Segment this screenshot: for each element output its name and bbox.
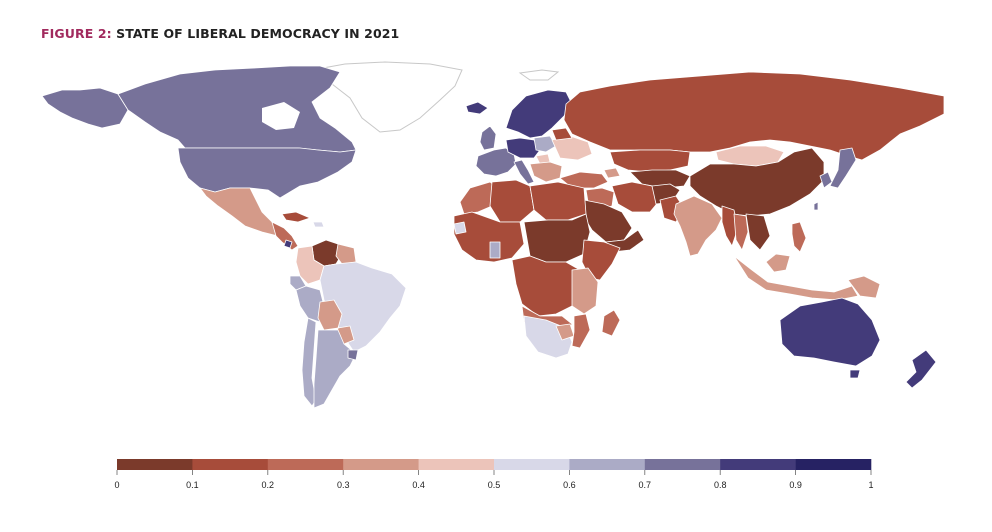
senegal bbox=[453, 221, 467, 235]
papua-new-guinea bbox=[847, 275, 881, 299]
legend-tick-label-9: 0.9 bbox=[789, 480, 802, 490]
caucasus bbox=[603, 167, 621, 179]
indochina bbox=[745, 213, 771, 251]
costa-rica bbox=[283, 239, 293, 249]
ghana bbox=[489, 241, 501, 259]
australia bbox=[779, 297, 881, 367]
legend-swatch-7 bbox=[644, 459, 721, 470]
legend-swatch-2 bbox=[267, 459, 344, 470]
poland bbox=[533, 135, 557, 153]
algeria bbox=[489, 179, 535, 223]
legend-swatch-4 bbox=[418, 459, 495, 470]
legend-tick-label-6: 0.6 bbox=[563, 480, 576, 490]
kazakhstan bbox=[609, 149, 691, 173]
legend-swatch-9 bbox=[795, 459, 872, 470]
ethiopia-horn bbox=[581, 239, 621, 281]
legend-tick-label-3: 0.3 bbox=[337, 480, 350, 490]
figure-label: FIGURE 2: bbox=[41, 26, 112, 41]
greenland bbox=[310, 61, 463, 133]
taiwan bbox=[813, 201, 819, 211]
legend-swatch-3 bbox=[343, 459, 419, 470]
western-europe bbox=[475, 147, 517, 177]
uk bbox=[479, 125, 497, 151]
hudson-bay bbox=[262, 102, 300, 130]
japan bbox=[829, 147, 857, 189]
sudan-chad bbox=[523, 213, 591, 263]
legend-tick-label-0: 0 bbox=[114, 480, 119, 490]
russia bbox=[563, 71, 945, 161]
legend-tick-label-8: 0.8 bbox=[714, 480, 727, 490]
legend-tick-label-10: 1 bbox=[868, 480, 873, 490]
malaysia bbox=[765, 253, 791, 273]
mexico bbox=[199, 187, 285, 237]
balkans bbox=[529, 161, 563, 183]
figure-title-text: STATE OF LIBERAL DEMOCRACY IN 2021 bbox=[111, 26, 400, 41]
china bbox=[689, 147, 825, 217]
kenya-tanzania bbox=[571, 267, 599, 315]
iceland bbox=[465, 101, 489, 115]
legend-tick-label-2: 0.2 bbox=[262, 480, 275, 490]
svalbard bbox=[518, 69, 560, 81]
legend-swatch-0 bbox=[117, 459, 193, 470]
new-zealand bbox=[905, 349, 937, 389]
legend-swatch-5 bbox=[494, 459, 570, 470]
italy bbox=[513, 159, 535, 185]
mozambique bbox=[571, 313, 591, 349]
philippines bbox=[791, 221, 807, 253]
libya-egypt bbox=[529, 181, 587, 221]
legend-tick-label-7: 0.7 bbox=[639, 480, 652, 490]
guianas bbox=[335, 243, 357, 265]
legend-tick-label-4: 0.4 bbox=[412, 480, 425, 490]
madagascar bbox=[601, 309, 621, 337]
legend-tick-label-5: 0.5 bbox=[488, 480, 501, 490]
canada bbox=[117, 65, 357, 153]
iran bbox=[611, 181, 661, 213]
uruguay bbox=[347, 349, 359, 361]
legend-tick-label-1: 0.1 bbox=[186, 480, 199, 490]
tasmania bbox=[849, 369, 861, 379]
legend-swatch-6 bbox=[569, 459, 646, 470]
indonesia bbox=[733, 255, 859, 301]
belarus bbox=[551, 127, 573, 141]
color-scale-legend: 0 0.1 0.2 0.3 0.4 0.5 0.6 0.7 0.8 0.9 1 bbox=[114, 459, 874, 490]
india bbox=[673, 195, 723, 257]
legend-swatch-1 bbox=[192, 459, 269, 470]
hispaniola bbox=[312, 221, 325, 228]
alaska bbox=[41, 87, 129, 129]
cuba bbox=[281, 211, 311, 223]
thailand bbox=[733, 213, 749, 251]
central-europe bbox=[505, 137, 541, 159]
figure-title: FIGURE 2: STATE OF LIBERAL DEMOCRACY IN … bbox=[41, 26, 399, 41]
legend-swatch-8 bbox=[720, 459, 796, 470]
argentina bbox=[313, 329, 357, 409]
west-africa bbox=[453, 211, 525, 263]
